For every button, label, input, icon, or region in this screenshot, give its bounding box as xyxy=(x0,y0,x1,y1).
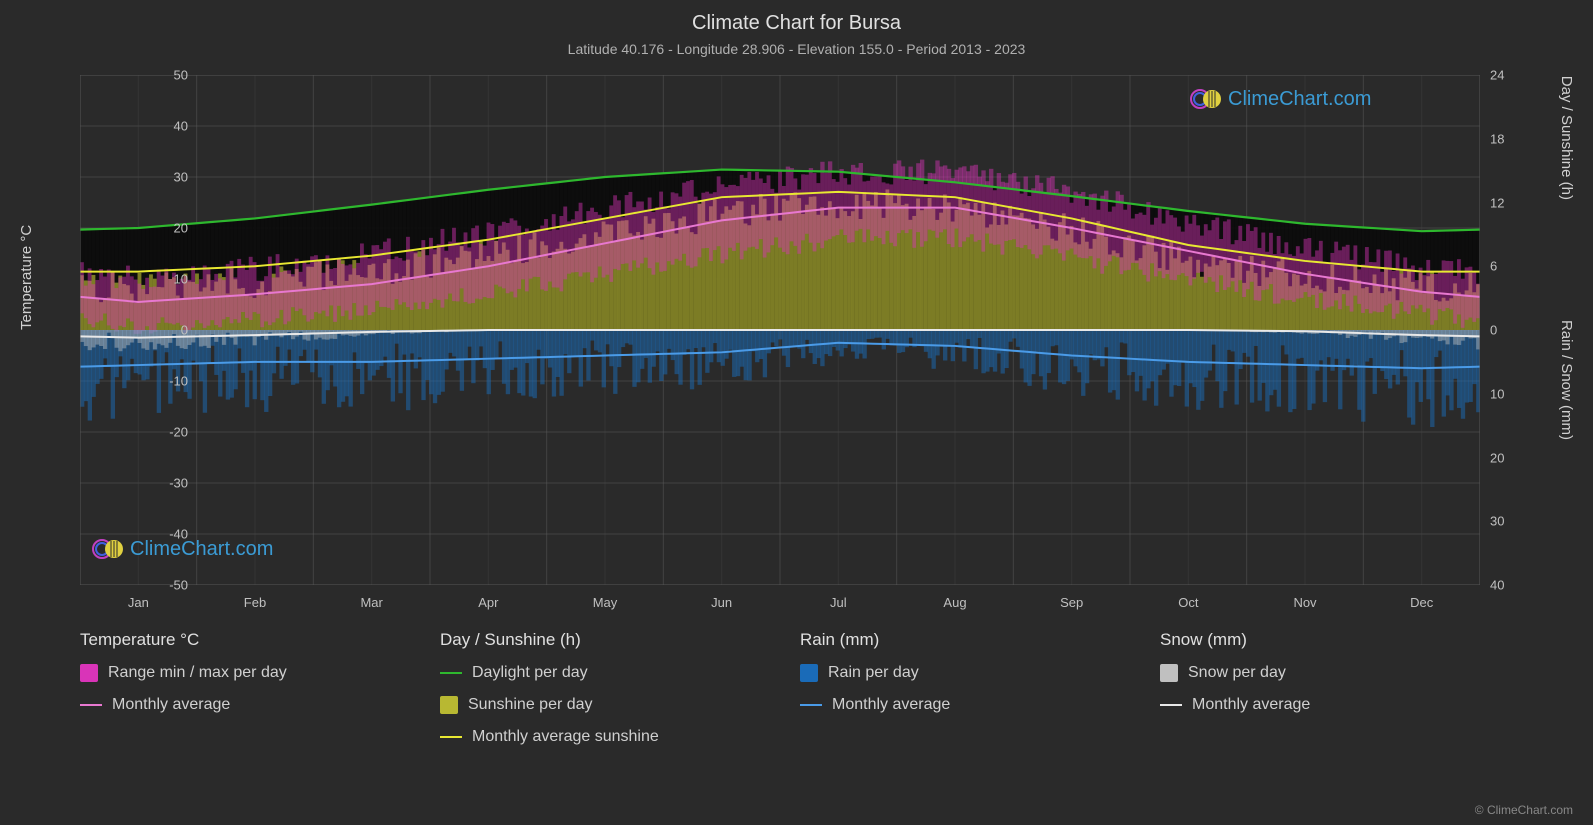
x-tick-month: Jan xyxy=(128,595,149,610)
x-tick-month: Dec xyxy=(1410,595,1433,610)
watermark-bottom: ClimeChart.com xyxy=(92,535,273,563)
legend-header: Day / Sunshine (h) xyxy=(440,630,760,650)
legend-col-rain: Rain (mm) Rain per day Monthly average xyxy=(800,630,1120,746)
swatch-icon xyxy=(800,664,818,682)
legend-item: Monthly average xyxy=(80,696,400,714)
legend-label: Snow per day xyxy=(1188,664,1286,682)
chart-title: Climate Chart for Bursa xyxy=(0,0,1593,35)
swatch-icon xyxy=(800,704,822,706)
chart-subtitle: Latitude 40.176 - Longitude 28.906 - Ele… xyxy=(0,35,1593,57)
legend-header: Snow (mm) xyxy=(1160,630,1480,650)
x-tick-month: May xyxy=(593,595,618,610)
y-tick-right: 6 xyxy=(1490,259,1497,274)
swatch-icon xyxy=(440,696,458,714)
x-tick-month: Jun xyxy=(711,595,732,610)
x-tick-month: Jul xyxy=(830,595,847,610)
legend: Temperature °C Range min / max per day M… xyxy=(80,630,1480,746)
legend-label: Monthly average xyxy=(1192,696,1310,714)
y-tick-right: 40 xyxy=(1490,578,1504,593)
chart-svg xyxy=(80,75,1480,585)
legend-label: Monthly average sunshine xyxy=(472,728,659,746)
legend-header: Temperature °C xyxy=(80,630,400,650)
x-tick-month: Oct xyxy=(1178,595,1198,610)
swatch-icon xyxy=(80,704,102,706)
legend-item: Snow per day xyxy=(1160,664,1480,682)
legend-label: Sunshine per day xyxy=(468,696,593,714)
y-tick-left: 10 xyxy=(174,272,188,287)
climechart-logo-icon xyxy=(92,535,124,563)
y-tick-right: 30 xyxy=(1490,514,1504,529)
watermark-text: ClimeChart.com xyxy=(130,538,273,561)
y-tick-right: 10 xyxy=(1490,386,1504,401)
legend-item: Rain per day xyxy=(800,664,1120,682)
y-tick-left: 20 xyxy=(174,221,188,236)
x-tick-month: Feb xyxy=(244,595,266,610)
y-tick-left: -30 xyxy=(169,476,188,491)
y-tick-left: 50 xyxy=(174,68,188,83)
swatch-icon xyxy=(440,736,462,738)
legend-label: Range min / max per day xyxy=(108,664,287,682)
y-tick-right: 24 xyxy=(1490,68,1504,83)
legend-label: Rain per day xyxy=(828,664,919,682)
x-tick-month: Sep xyxy=(1060,595,1083,610)
legend-label: Monthly average xyxy=(832,696,950,714)
y-tick-right: 12 xyxy=(1490,195,1504,210)
y-tick-right: 20 xyxy=(1490,450,1504,465)
swatch-icon xyxy=(440,672,462,674)
y-tick-left: 0 xyxy=(181,323,188,338)
legend-item: Sunshine per day xyxy=(440,696,760,714)
y-axis-right-top-label: Day / Sunshine (h) xyxy=(1558,76,1575,200)
legend-label: Monthly average xyxy=(112,696,230,714)
legend-label: Daylight per day xyxy=(472,664,588,682)
legend-col-temp: Temperature °C Range min / max per day M… xyxy=(80,630,400,746)
copyright: © ClimeChart.com xyxy=(1475,803,1573,817)
y-axis-right-bot-label: Rain / Snow (mm) xyxy=(1558,320,1575,440)
legend-item: Monthly average xyxy=(1160,696,1480,714)
legend-col-day: Day / Sunshine (h) Daylight per day Suns… xyxy=(440,630,760,746)
y-tick-left: 30 xyxy=(174,170,188,185)
x-tick-month: Nov xyxy=(1293,595,1316,610)
climechart-logo-icon xyxy=(1190,85,1222,113)
legend-header: Rain (mm) xyxy=(800,630,1120,650)
swatch-icon xyxy=(1160,664,1178,682)
legend-item: Monthly average sunshine xyxy=(440,728,760,746)
legend-item: Range min / max per day xyxy=(80,664,400,682)
y-axis-left-label: Temperature °C xyxy=(18,225,35,330)
y-tick-right: 0 xyxy=(1490,323,1497,338)
swatch-icon xyxy=(1160,704,1182,706)
legend-item: Daylight per day xyxy=(440,664,760,682)
swatch-icon xyxy=(80,664,98,682)
y-tick-left: -20 xyxy=(169,425,188,440)
x-tick-month: Apr xyxy=(478,595,498,610)
watermark-top: ClimeChart.com xyxy=(1190,85,1371,113)
x-tick-month: Aug xyxy=(943,595,966,610)
y-tick-left: -10 xyxy=(169,374,188,389)
y-tick-right: 18 xyxy=(1490,131,1504,146)
y-tick-left: -50 xyxy=(169,578,188,593)
legend-col-snow: Snow (mm) Snow per day Monthly average xyxy=(1160,630,1480,746)
chart-plot-area xyxy=(80,75,1480,585)
legend-item: Monthly average xyxy=(800,696,1120,714)
y-tick-left: 40 xyxy=(174,119,188,134)
x-tick-month: Mar xyxy=(360,595,382,610)
watermark-text: ClimeChart.com xyxy=(1228,88,1371,111)
